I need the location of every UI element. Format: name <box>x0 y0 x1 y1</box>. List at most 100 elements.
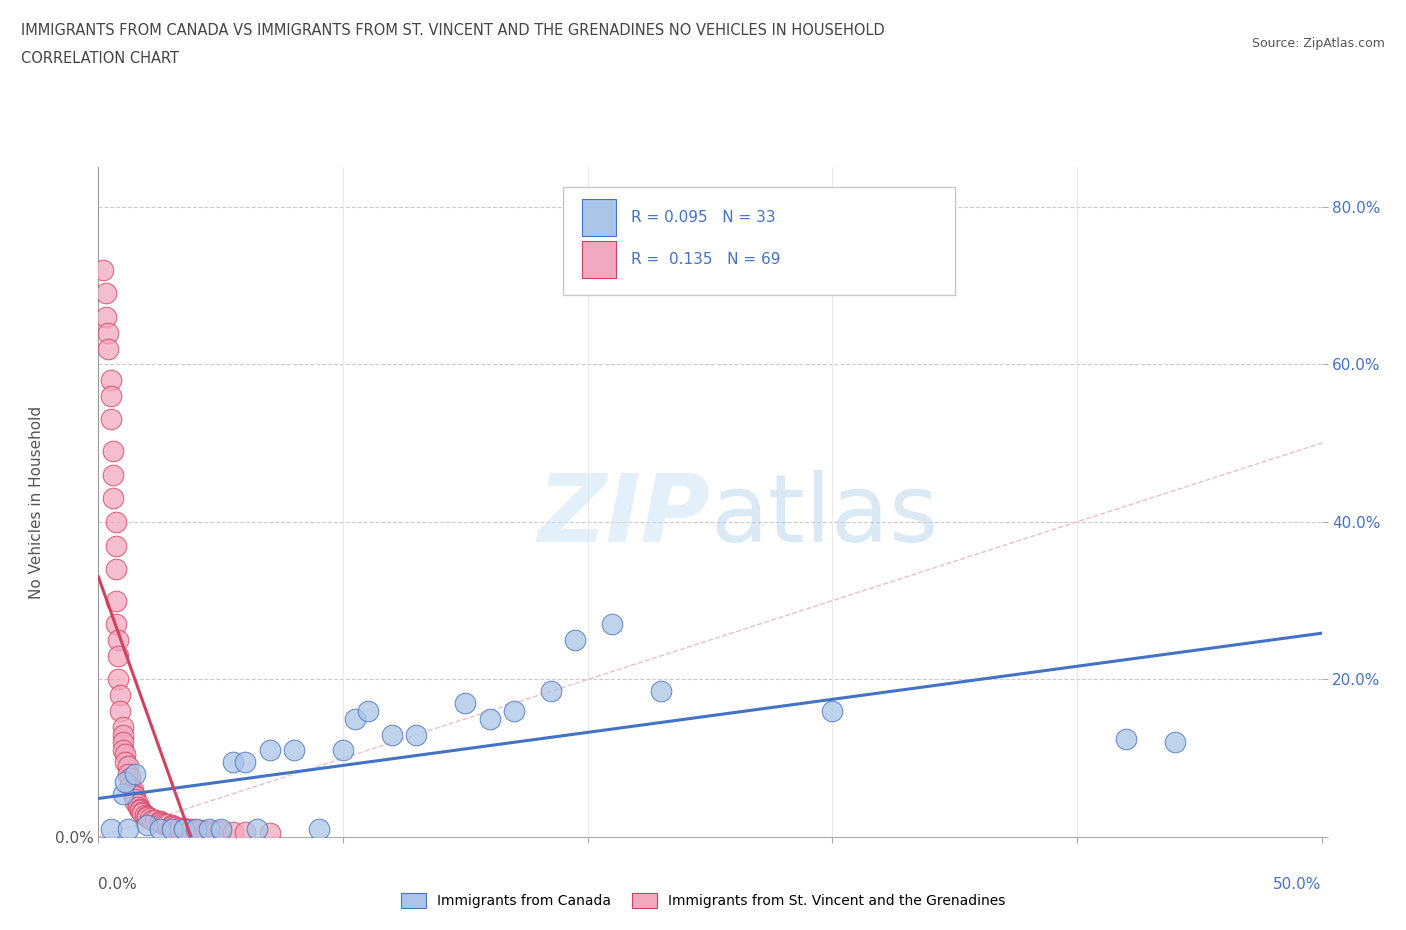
Point <box>540 684 562 698</box>
Point <box>167 820 190 835</box>
Point <box>120 778 142 793</box>
Point <box>97 326 120 340</box>
Point <box>195 823 218 838</box>
Point <box>107 632 129 647</box>
Point <box>97 341 120 356</box>
Point <box>160 817 183 832</box>
Point <box>104 617 127 631</box>
Point <box>190 822 212 837</box>
Y-axis label: No Vehicles in Household: No Vehicles in Household <box>28 405 44 599</box>
Point <box>143 813 166 828</box>
Text: atlas: atlas <box>710 470 938 562</box>
Point <box>222 755 245 770</box>
FancyBboxPatch shape <box>564 188 955 295</box>
Point <box>259 743 281 758</box>
Point <box>104 538 127 553</box>
Point <box>136 810 159 825</box>
Point <box>176 822 198 837</box>
Point <box>163 819 186 834</box>
Point <box>478 711 501 726</box>
Point <box>197 822 219 837</box>
Point <box>136 817 159 832</box>
Point <box>100 822 122 837</box>
Point <box>107 648 129 663</box>
Point <box>121 786 143 801</box>
Point <box>160 822 183 837</box>
Point <box>131 806 153 821</box>
Point <box>209 822 232 837</box>
Point <box>149 815 172 830</box>
Point <box>381 727 404 742</box>
Point <box>136 808 159 823</box>
Point <box>821 703 844 718</box>
Point <box>160 818 183 833</box>
Point <box>454 696 477 711</box>
Point <box>156 817 179 831</box>
Point <box>308 822 330 837</box>
Point <box>91 262 114 277</box>
Point <box>101 491 124 506</box>
Point <box>111 786 134 801</box>
Point <box>114 755 136 770</box>
Point <box>110 688 132 703</box>
Text: 50.0%: 50.0% <box>1274 877 1322 892</box>
Point <box>127 800 149 815</box>
Point <box>124 789 146 804</box>
Point <box>332 743 354 758</box>
Text: CORRELATION CHART: CORRELATION CHART <box>21 51 179 66</box>
Text: ZIP: ZIP <box>537 470 710 562</box>
FancyBboxPatch shape <box>582 242 616 278</box>
Point <box>94 310 117 325</box>
Point <box>141 812 163 827</box>
Point <box>94 286 117 301</box>
Point <box>104 593 127 608</box>
Point <box>173 822 195 837</box>
Point <box>114 747 136 762</box>
Point <box>139 811 162 826</box>
Text: IMMIGRANTS FROM CANADA VS IMMIGRANTS FROM ST. VINCENT AND THE GRENADINES NO VEHI: IMMIGRANTS FROM CANADA VS IMMIGRANTS FRO… <box>21 23 884 38</box>
Point <box>259 826 281 841</box>
Point <box>503 703 526 718</box>
Point <box>111 735 134 750</box>
Point <box>121 782 143 797</box>
Point <box>153 817 176 831</box>
Point <box>200 823 222 838</box>
Point <box>209 824 232 839</box>
Point <box>650 684 672 698</box>
Point <box>104 562 127 577</box>
Point <box>180 822 202 837</box>
Text: Source: ZipAtlas.com: Source: ZipAtlas.com <box>1251 37 1385 50</box>
FancyBboxPatch shape <box>582 199 616 236</box>
Point <box>186 822 208 837</box>
Point <box>344 711 367 726</box>
Point <box>124 766 146 781</box>
Legend: Immigrants from Canada, Immigrants from St. Vincent and the Grenadines: Immigrants from Canada, Immigrants from … <box>395 888 1011 914</box>
Point <box>100 389 122 404</box>
Point <box>233 755 256 770</box>
Point <box>100 373 122 388</box>
Point <box>117 822 139 837</box>
Text: R = 0.095   N = 33: R = 0.095 N = 33 <box>630 210 775 225</box>
Point <box>134 807 156 822</box>
Point <box>114 775 136 790</box>
Point <box>104 514 127 529</box>
Point <box>246 822 269 837</box>
Point <box>100 412 122 427</box>
Point <box>129 803 152 817</box>
Point <box>150 816 173 830</box>
Point <box>111 719 134 734</box>
Point <box>173 821 195 836</box>
Point <box>101 444 124 458</box>
Point <box>124 794 146 809</box>
Point <box>120 770 142 785</box>
Point <box>131 804 153 819</box>
Point <box>149 822 172 837</box>
Point <box>205 824 228 839</box>
Point <box>149 814 172 829</box>
Point <box>405 727 427 742</box>
Point <box>101 467 124 482</box>
Point <box>600 617 623 631</box>
Point <box>111 743 134 758</box>
Point <box>129 802 152 817</box>
Point <box>111 727 134 742</box>
